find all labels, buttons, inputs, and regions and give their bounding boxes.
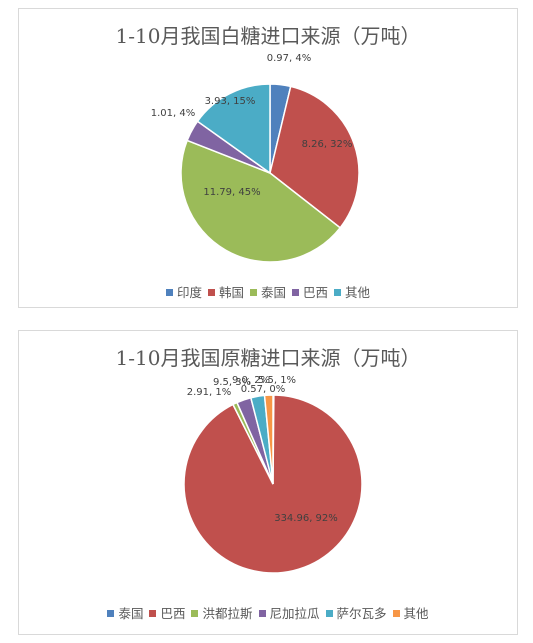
legend-item-2: 巴西 [149,603,185,622]
pie-slice-2 [269,85,360,229]
legend-swatch [191,610,199,617]
legend-swatch [149,610,157,617]
legend-swatch [207,289,215,296]
legend-label: 泰国 [260,285,286,300]
legend-label: 泰国 [118,606,144,621]
legend-swatch [325,610,333,617]
data-label-5: 3.93, 15% [205,96,256,107]
pie-slice-3 [180,139,342,263]
legend-swatch [165,289,173,296]
chart-title: 1-10月我国白糖进口来源（万吨） [115,24,421,48]
chart-title: 1-10月我国原糖进口来源（万吨） [115,346,421,370]
legend-label: 巴西 [160,606,186,621]
legend-label: 韩国 [218,285,244,300]
pie-plot: 0.57, 0% 334.96, 92% 2.91, 1%9.5, 3%9.0, 2… [183,375,363,574]
legend-item-5: 其他 [334,282,370,301]
data-label-4: 1.01, 4% [151,108,196,119]
legend-label: 巴西 [303,285,329,300]
legend-swatch [292,289,299,296]
data-label-3: 11.79, 45% [203,187,260,198]
pie-plot: 0.97, 4% 8.26, 32% 11.79, 45% 1.01, 4% 3.93,… [151,53,360,263]
pie-slice-6 [263,394,274,485]
legend-label: 其他 [403,606,429,621]
data-label-3: 2.91, 1% [187,387,232,398]
data-label-1: 0.57, 0% [241,384,286,395]
data-label-6: 5.5, 1% [258,375,296,386]
legend-item-2: 韩国 [207,282,244,301]
data-label-5: 9.0, 2% [232,375,270,386]
data-label-1: 0.97, 4% [267,53,312,64]
legend-label: 尼加拉瓜 [269,606,320,621]
pie-slice-5 [196,83,271,175]
legend-swatch [107,610,115,617]
legend-label: 洪都拉斯 [202,606,253,621]
legend-item-4: 尼加拉瓜 [258,603,320,622]
legend-swatch [334,289,342,296]
legend-swatch [392,610,400,617]
legend-label: 其他 [345,285,371,300]
legend-item-1: 印度 [165,282,202,301]
legend-item-3: 泰国 [249,282,286,301]
chart-legend: 泰国 巴西 洪都拉斯 尼加拉瓜 萨尔瓦多 其他 [19,603,517,622]
legend-item-3: 洪都拉斯 [191,603,253,622]
legend-item-4: 巴西 [292,282,328,301]
legend-label: 萨尔瓦多 [336,606,387,621]
legend-item-6: 其他 [392,603,429,622]
legend-label: 印度 [176,285,202,300]
legend-item-5: 萨尔瓦多 [325,603,387,622]
data-label-4: 9.5, 3% [213,377,251,388]
legend-item-1: 泰国 [107,603,143,622]
legend-swatch [258,610,266,617]
data-label-2: 8.26, 32% [302,139,353,150]
data-label-2: 334.96, 92% [274,513,338,524]
legend-swatch [249,289,257,296]
chart-panel-white-sugar: 1-10月我国白糖进口来源（万吨） 0.97, 4% 8.26, 32% 11.79… [18,8,518,308]
chart-panel-raw-sugar: 1-10月我国原糖进口来源（万吨） 0.57, 0% 334.96, 92% 2.9… [18,330,518,635]
chart-legend: 印度 韩国 泰国 巴西 其他 [19,282,517,301]
